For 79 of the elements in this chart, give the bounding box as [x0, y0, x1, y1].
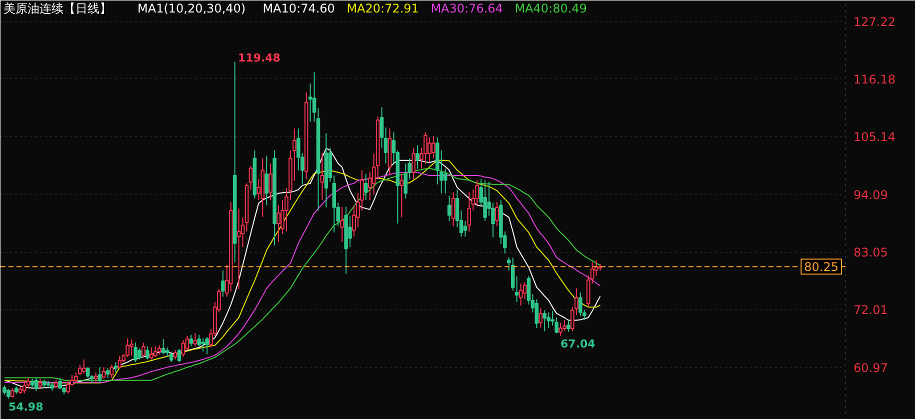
candlestick: [150, 346, 154, 360]
candlestick: [428, 136, 432, 163]
candlestick: [118, 355, 122, 369]
candlestick: [154, 346, 158, 358]
chart-title: 美原油连续【日线】: [4, 2, 112, 16]
candlestick: [114, 362, 118, 373]
ref-line-label: 80.25: [804, 260, 839, 274]
text: MA20:72.91: [346, 2, 419, 16]
candlestick: [546, 312, 550, 329]
candlestick: [348, 215, 352, 248]
candlestick: [412, 147, 416, 180]
candlestick: [138, 348, 142, 360]
y-tick-label: 72.01: [854, 303, 888, 318]
candlestick: [483, 180, 487, 222]
candlestick: [451, 192, 456, 227]
y-tick-label: 116.18: [854, 72, 896, 86]
candlestick: [308, 83, 312, 122]
candlestick: [161, 338, 166, 355]
candlestick: [538, 307, 543, 328]
candlestick: [110, 364, 114, 378]
candlestick: [185, 335, 190, 351]
candlestick: [416, 144, 420, 170]
candlestick: [82, 358, 86, 374]
candlestick: [106, 368, 110, 378]
candlestick: [400, 173, 404, 218]
text: MA40:80.49: [514, 2, 587, 16]
annotation: 67.04: [560, 338, 596, 351]
candlestick: [38, 378, 42, 389]
annotation: 54.98: [8, 400, 44, 414]
candlestick: [578, 292, 582, 317]
candlestick: [130, 339, 134, 356]
candlestick: [193, 332, 198, 347]
candlestick: [181, 340, 186, 358]
candlestick: [268, 163, 272, 201]
text: MA30:76.64: [430, 2, 503, 16]
candlestick: [562, 320, 566, 332]
candlestick: [102, 366, 106, 380]
candlestick: [74, 372, 78, 384]
annotation: MA1(10,20,30,40): [138, 2, 246, 16]
candlestick: [10, 388, 14, 398]
candlestick: [189, 334, 194, 347]
annotation: 119.48: [238, 52, 280, 65]
candlestick: [221, 270, 225, 298]
candlestick: [205, 336, 209, 355]
y-tick-label: 105.14: [854, 130, 896, 144]
candlestick: [6, 388, 10, 400]
candlestick: [276, 204, 280, 242]
candlestick: [236, 208, 241, 290]
candlestick: [443, 168, 448, 194]
candlestick: [134, 342, 138, 363]
candlestick: [447, 195, 452, 222]
text: MA10:74.60: [262, 2, 335, 16]
candlestick: [432, 135, 436, 159]
candlestick: [201, 338, 205, 352]
candlestick: [518, 283, 523, 306]
candlestick: [467, 192, 472, 232]
y-tick-label: 83.05: [854, 246, 888, 260]
candlestick: [173, 350, 178, 360]
candlestick: [495, 201, 499, 227]
candlestick: [169, 351, 174, 363]
candlestick: [146, 346, 150, 360]
candlestick: [534, 298, 539, 329]
candlestick: [142, 342, 146, 358]
y-tick-label: 60.97: [854, 360, 888, 375]
candlestick: [264, 155, 268, 206]
candlestick: [98, 366, 102, 384]
candlestick: [22, 380, 26, 394]
y-tick-label: 94.09: [854, 188, 888, 202]
candlestick: [364, 173, 368, 201]
candlestick: [566, 320, 570, 332]
y-tick-label: 127.22: [854, 14, 896, 29]
candlestick: [463, 220, 468, 238]
candlestick: [558, 322, 562, 336]
candlestick: [165, 346, 170, 358]
candlestick: [340, 206, 344, 242]
candlestick: [177, 348, 182, 363]
candlestick: [320, 152, 324, 201]
candlestick: [542, 310, 547, 332]
candlestick: [34, 377, 38, 392]
